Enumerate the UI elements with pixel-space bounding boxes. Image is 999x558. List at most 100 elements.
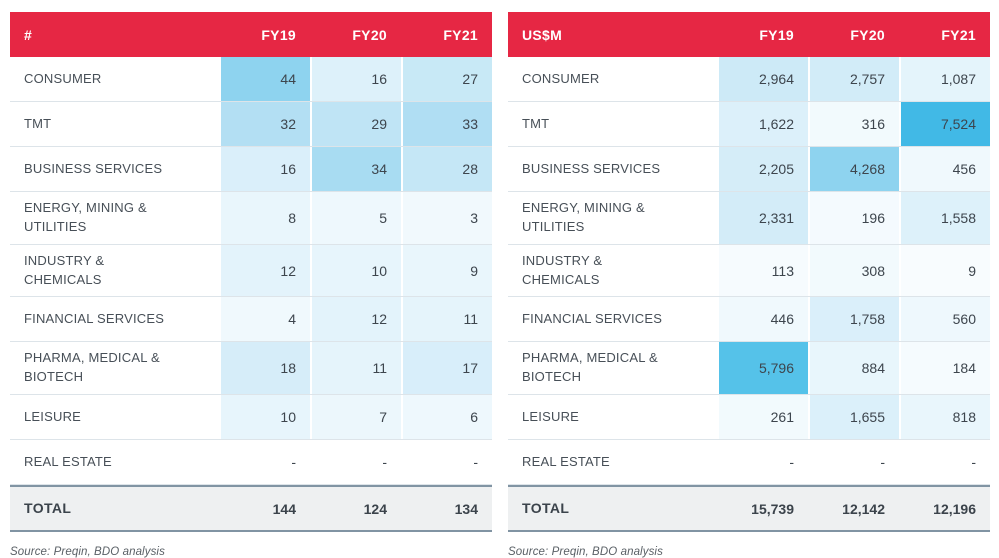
value-cell: 16: [310, 57, 401, 101]
value-cell: 196: [808, 192, 899, 244]
table-row: ENERGY, MINING & UTILITIES 8 5 3: [10, 192, 492, 245]
column-header-fy19: FY19: [759, 26, 794, 43]
row-label: BUSINESS SERVICES: [522, 160, 661, 176]
value-cell: -: [219, 440, 310, 485]
value-cell: 33: [401, 102, 492, 146]
table-row: REAL ESTATE - - -: [508, 440, 990, 486]
row-label: REAL ESTATE: [522, 453, 610, 469]
row-label: PHARMA, MEDICAL & BIOTECH: [522, 350, 658, 385]
value-cell: 3: [401, 192, 492, 244]
column-header-fy20: FY20: [352, 26, 387, 43]
row-label: ENERGY, MINING & UTILITIES: [24, 200, 147, 234]
total-value-cell: 12,196: [933, 500, 976, 517]
value-cell: -: [899, 440, 990, 485]
value-cell: 1,087: [899, 57, 990, 101]
value-cell: 261: [717, 395, 808, 440]
row-label: FINANCIAL SERVICES: [24, 310, 165, 326]
row-label: LEISURE: [24, 408, 82, 424]
value-cell: 8: [219, 192, 310, 244]
column-header-fy19: FY19: [261, 26, 296, 43]
row-label: TMT: [24, 115, 52, 131]
total-row: TOTAL 144 124 134: [10, 485, 492, 533]
table-row: PHARMA, MEDICAL & BIOTECH 5,796 884 184: [508, 342, 990, 396]
table-row: TMT 32 29 33: [10, 102, 492, 147]
table-row: CONSUMER 2,964 2,757 1,087: [508, 57, 990, 102]
row-label: INDUSTRY & CHEMICALS: [522, 252, 603, 287]
value-cell: 113: [717, 244, 808, 297]
value-cell: 11: [401, 297, 492, 342]
value-cell: 7,524: [899, 102, 990, 146]
total-value-cell: 144: [272, 500, 296, 517]
value-cell: 18: [219, 342, 310, 395]
total-value-cell: 15,739: [751, 500, 794, 517]
value-cell: 16: [219, 147, 310, 191]
value-cell: 5: [310, 192, 401, 244]
total-label: TOTAL: [24, 500, 72, 517]
value-cell: 28: [401, 147, 492, 191]
table-row: FINANCIAL SERVICES 446 1,758 560: [508, 297, 990, 343]
table-header-row: # FY19 FY20 FY21: [10, 12, 492, 57]
total-label: TOTAL: [522, 500, 570, 517]
row-label: LEISURE: [522, 408, 580, 424]
row-label: REAL ESTATE: [24, 453, 112, 469]
value-cell: 12: [219, 244, 310, 297]
value-cell: 1,558: [899, 192, 990, 244]
column-header-fy20: FY20: [850, 26, 885, 43]
value-cell: 32: [219, 102, 310, 146]
value-cell: 2,205: [717, 147, 808, 191]
value-cell: 446: [717, 297, 808, 342]
table-row: TMT 1,622 316 7,524: [508, 102, 990, 147]
value-cell: 1,758: [808, 297, 899, 342]
value-cell: 456: [899, 147, 990, 191]
value-cell: 9: [899, 244, 990, 297]
value-cell: 44: [219, 57, 310, 101]
value-cell: 1,655: [808, 395, 899, 440]
value-cell: -: [401, 440, 492, 485]
value-cell: 818: [899, 395, 990, 440]
value-cell: 2,964: [717, 57, 808, 101]
value-cell: 1,622: [717, 102, 808, 146]
row-label: CONSUMER: [24, 70, 102, 86]
value-cell: 27: [401, 57, 492, 101]
table-row: PHARMA, MEDICAL & BIOTECH 18 11 17: [10, 342, 492, 396]
value-cell: 34: [310, 147, 401, 191]
total-value-cell: 124: [363, 500, 387, 517]
row-label: PHARMA, MEDICAL & BIOTECH: [24, 350, 160, 385]
row-label: TMT: [522, 115, 550, 131]
table-title: #: [24, 26, 33, 43]
table-row: ENERGY, MINING & UTILITIES 2,331 196 1,558: [508, 192, 990, 245]
value-cell: 7: [310, 395, 401, 440]
row-label: INDUSTRY & CHEMICALS: [24, 252, 105, 287]
value-cell: 184: [899, 342, 990, 395]
value-cell: 29: [310, 102, 401, 146]
value-cell: 6: [401, 395, 492, 440]
source-note: Source: Preqin, BDO analysis: [508, 546, 663, 558]
value-cell: 9: [401, 244, 492, 297]
value-cell: 4,268: [808, 147, 899, 191]
column-header-fy21: FY21: [443, 26, 478, 43]
value-cell: 12: [310, 297, 401, 342]
table-row: LEISURE 10 7 6: [10, 395, 492, 441]
value-cell: 316: [808, 102, 899, 146]
total-value-cell: 134: [454, 500, 478, 517]
value-cell: -: [717, 440, 808, 485]
table-header-row: US$M FY19 FY20 FY21: [508, 12, 990, 57]
source-note: Source: Preqin, BDO analysis: [10, 546, 165, 558]
value-cell: 11: [310, 342, 401, 395]
value-cell: 2,757: [808, 57, 899, 101]
value-cell: -: [310, 440, 401, 485]
value-cell: 4: [219, 297, 310, 342]
value-cell: 10: [219, 395, 310, 440]
row-label: FINANCIAL SERVICES: [522, 310, 663, 326]
row-label: CONSUMER: [522, 70, 600, 86]
deal-count-table: # FY19 FY20 FY21 CONSUMER 44 16 27 TMT 32 29 33 BUSI…: [10, 12, 492, 558]
value-cell: 2,331: [717, 192, 808, 244]
value-cell: 5,796: [717, 342, 808, 395]
value-cell: -: [808, 440, 899, 485]
column-header-fy21: FY21: [941, 26, 976, 43]
table-row: REAL ESTATE - - -: [10, 440, 492, 486]
deal-value-table: US$M FY19 FY20 FY21 CONSUMER 2,964 2,757 1,087 T…: [508, 12, 990, 558]
table-row: INDUSTRY & CHEMICALS 12 10 9: [10, 244, 492, 298]
row-label: BUSINESS SERVICES: [24, 160, 163, 176]
